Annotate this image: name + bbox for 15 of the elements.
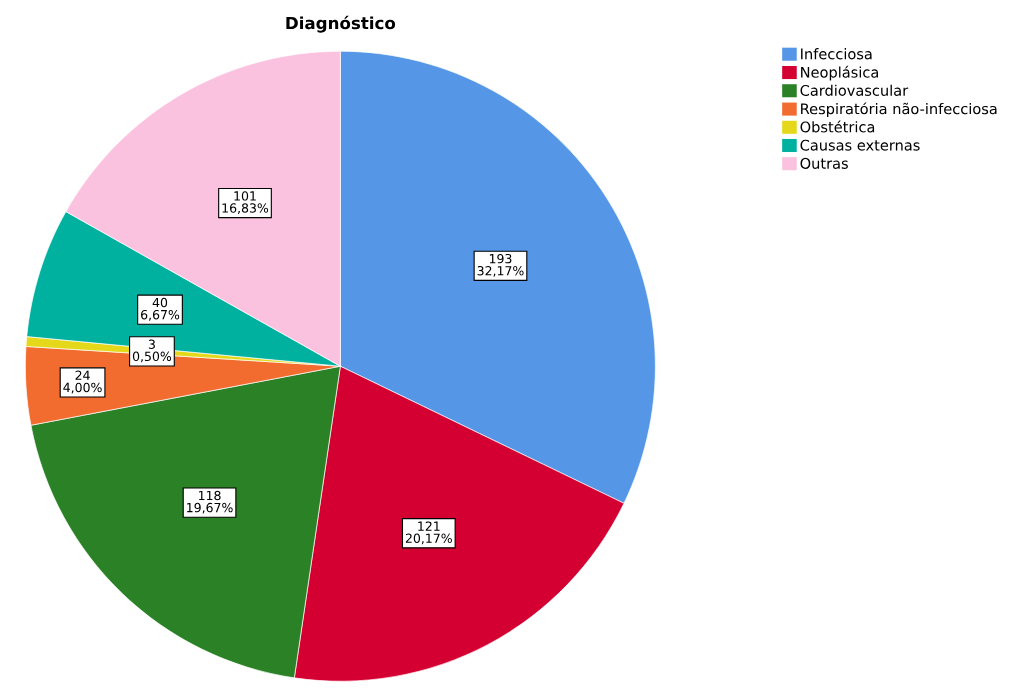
data-label: 24 4,00% <box>63 370 102 394</box>
legend-label: Cardiovascular <box>800 84 909 96</box>
chart-title: Diagnóstico <box>286 15 396 33</box>
data-label: 101 16,83% <box>222 191 269 214</box>
legend-label: Outras <box>800 157 848 169</box>
data-label: 118 19,67% <box>187 490 233 514</box>
data-label: 3 0,50% <box>132 339 172 363</box>
legend-label: Causas externas <box>800 139 920 151</box>
data-label: 40 6,67% <box>141 297 180 321</box>
legend-label: Obstétrica <box>800 120 875 133</box>
data-label: 193 32,17% <box>477 253 524 277</box>
legend-label: Neoplásica <box>801 65 878 81</box>
legend-label: Infecciosa <box>801 48 872 60</box>
legend-label: Respiratória não-infecciosa <box>801 102 997 118</box>
data-label: 121 20,17% <box>405 521 452 545</box>
